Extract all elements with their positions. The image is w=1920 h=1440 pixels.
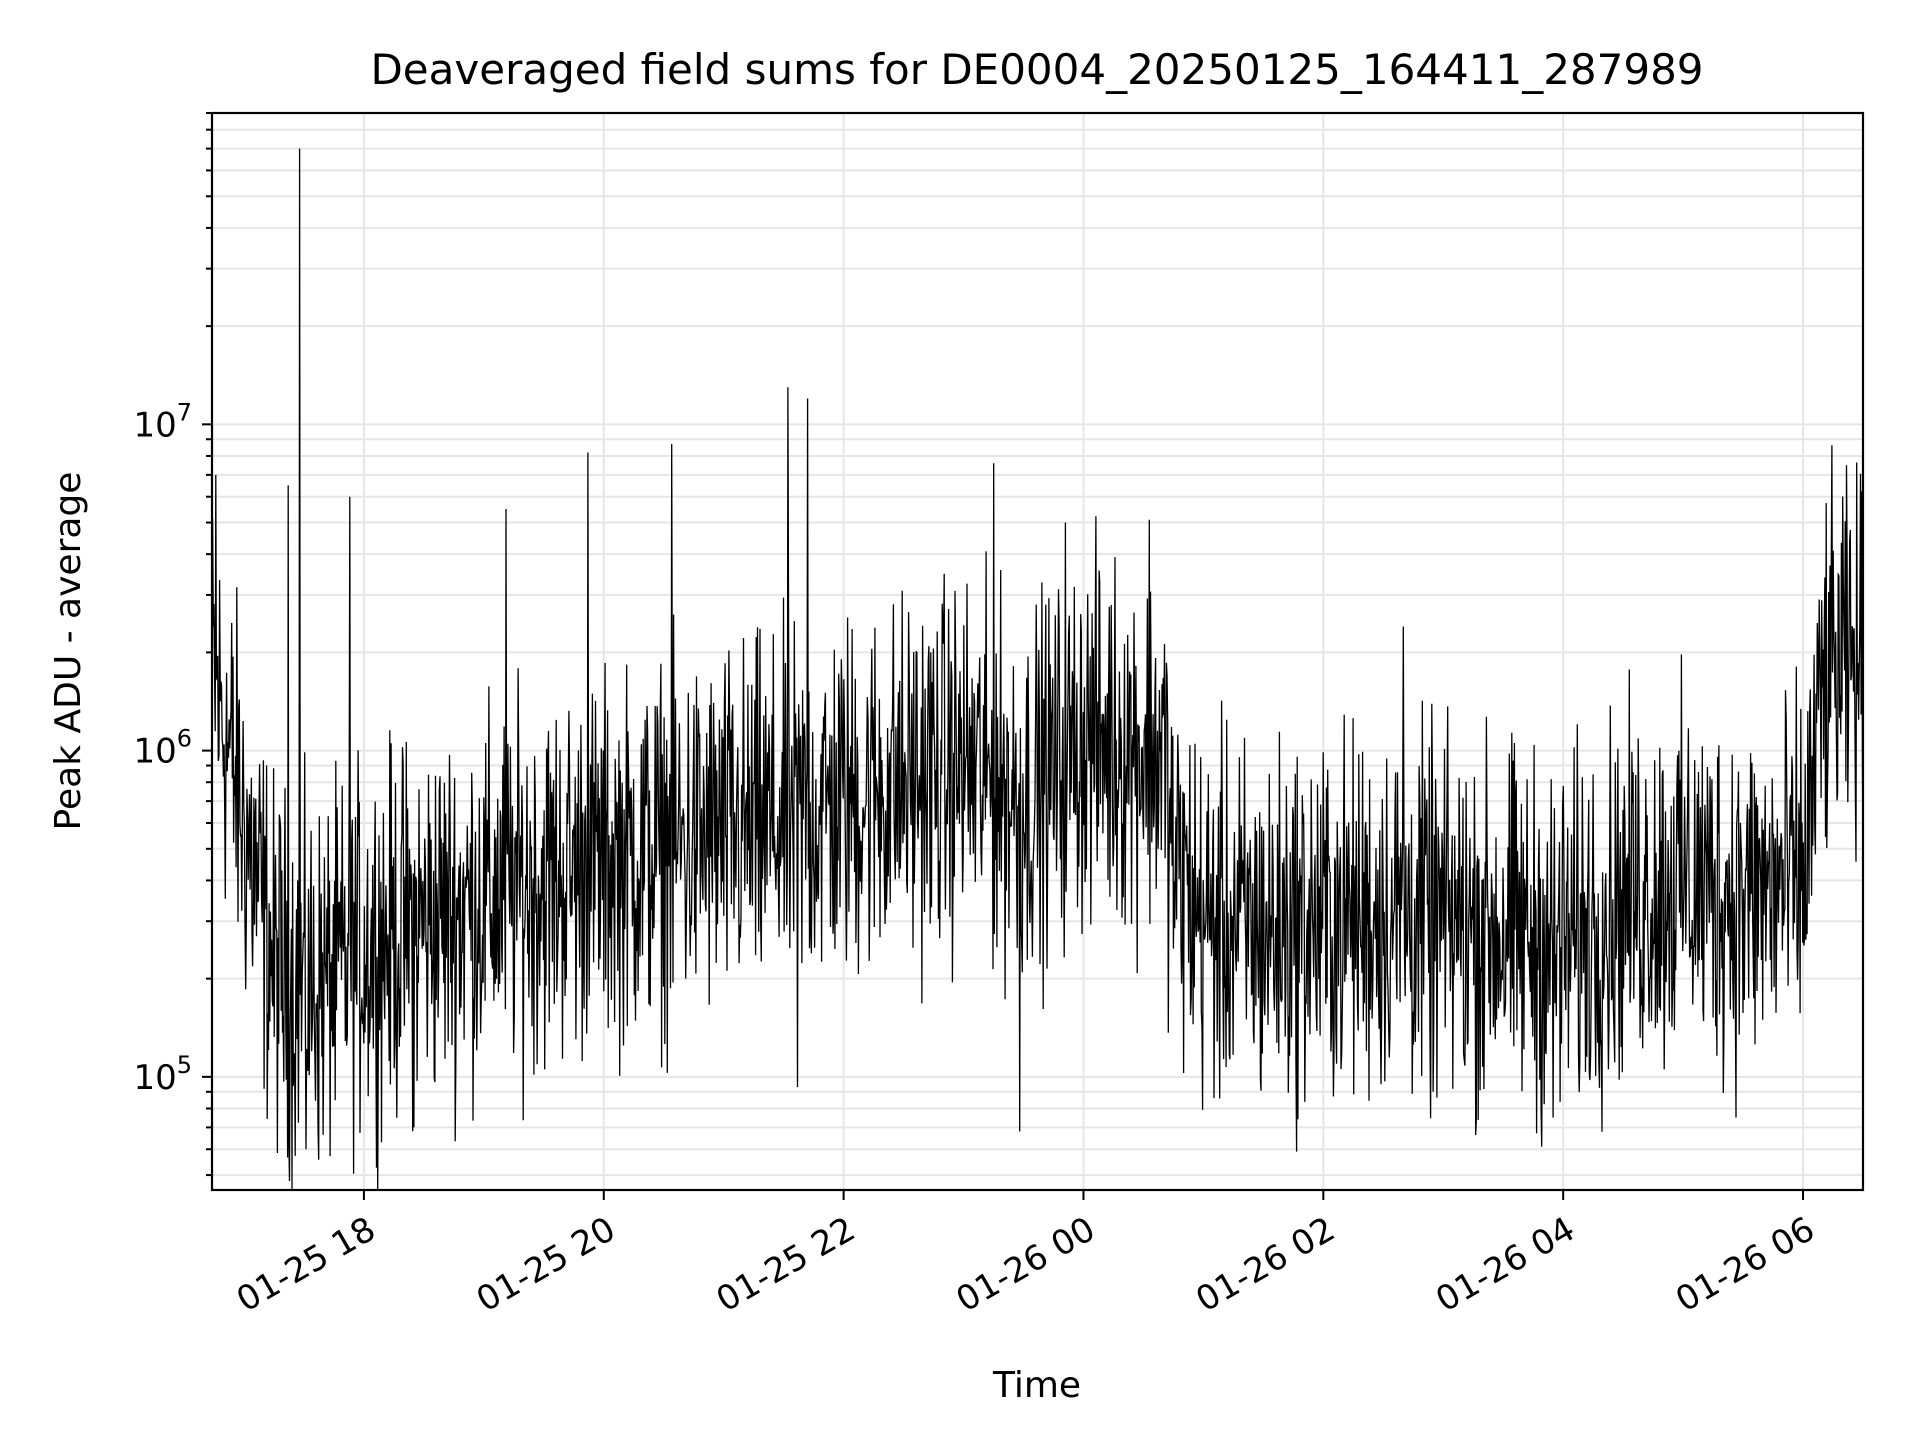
x-tick-label: 01-25 18 [230, 1209, 382, 1320]
x-tick-label: 01-26 06 [1669, 1209, 1821, 1320]
y-tick-label: 105 [133, 1051, 192, 1098]
x-tick-label: 01-26 00 [950, 1209, 1102, 1320]
chart-title: Deaveraged field sums for DE0004_2025012… [370, 45, 1703, 94]
y-tick-label: 106 [133, 725, 192, 772]
x-tick-label: 01-26 02 [1189, 1209, 1341, 1320]
x-axis-label: Time [992, 1365, 1081, 1406]
x-tick-label: 01-25 20 [470, 1209, 622, 1320]
x-axis: 01-25 18 01-25 20 01-25 22 01-26 00 01-26 02… [230, 1190, 1822, 1320]
series-line-group [211, 148, 1864, 1191]
series-line [211, 148, 1864, 1191]
x-tick-label: 01-25 22 [710, 1209, 862, 1320]
x-tick-label: 01-26 04 [1429, 1209, 1581, 1320]
y-axis: 105 106 107 [133, 112, 212, 1177]
y-axis-label: Peak ADU - average [48, 472, 89, 831]
y-tick-label: 107 [133, 398, 192, 445]
